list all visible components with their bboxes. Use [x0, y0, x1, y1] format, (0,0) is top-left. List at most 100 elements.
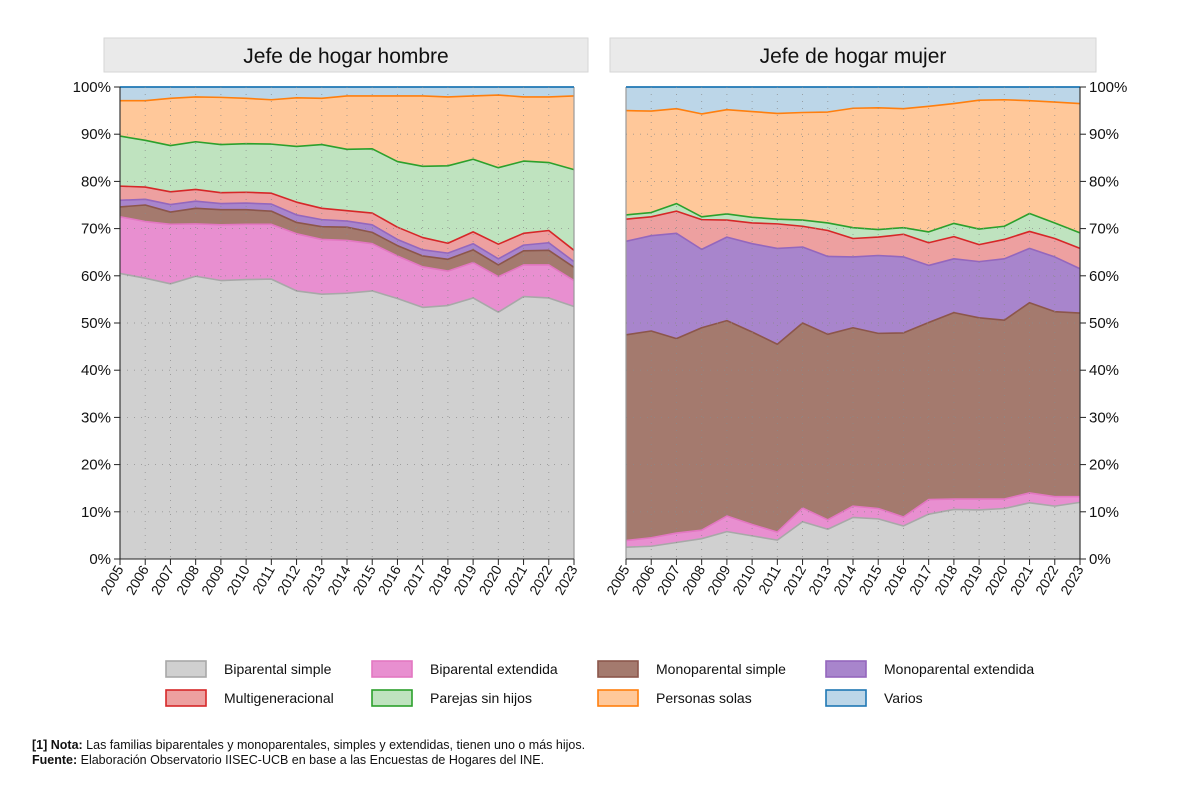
- x-tick-label: 2015: [855, 562, 885, 597]
- line-monoparental-simple: [625, 301, 1081, 346]
- line-monoparental-extendida: [119, 198, 575, 263]
- x-tick-label: 2017: [906, 562, 936, 597]
- line-multigeneracional: [625, 210, 1081, 250]
- legend-label-personas-solas: Personas solas: [656, 690, 752, 706]
- panel-1: Jefe de hogar hombre20052006200720082009…: [73, 37, 589, 597]
- legend-swatch-personas-solas: [597, 689, 639, 707]
- area-parejas-sin-hijos: [120, 136, 574, 251]
- x-tick-label: 2011: [249, 562, 278, 596]
- line-personas-solas: [120, 94, 575, 102]
- x-tick-label: 2014: [324, 562, 354, 597]
- legend-swatch-monoparental-extendida: [825, 660, 867, 678]
- y-tick-label: 100%: [1089, 79, 1127, 96]
- source-line: Fuente: Elaboración Observatorio IISEC-U…: [32, 753, 544, 767]
- legend: Biparental simple Biparental extendida Mon…: [165, 660, 1034, 707]
- x-tick-label: 2020: [475, 562, 505, 597]
- x-tick-label: 2013: [299, 562, 329, 597]
- source-text: Elaboración Observatorio IISEC-UCB en ba…: [77, 753, 545, 767]
- x-tick-label: 2017: [400, 562, 430, 597]
- source-label: Fuente:: [32, 753, 78, 767]
- x-tick-label: 2014: [830, 562, 860, 597]
- y-tick-label: 40%: [81, 362, 111, 379]
- legend-label-monoparental-simple: Monoparental simple: [656, 661, 786, 677]
- line-biparental-simple: [625, 501, 1081, 548]
- y-tick-label: 60%: [81, 268, 111, 285]
- chart-canvas: Jefe de hogar hombre20052006200720082009…: [73, 37, 1127, 707]
- y-tick-label: 50%: [81, 315, 111, 332]
- y-tick-label: 40%: [1089, 362, 1119, 379]
- x-tick-label: 2016: [881, 562, 911, 597]
- x-tick-label: 2006: [628, 562, 658, 597]
- x-tick-label: 2008: [679, 562, 709, 597]
- y-tick-label: 0%: [1089, 551, 1111, 568]
- x-tick-label: 2008: [173, 562, 203, 597]
- x-tick-label: 2012: [780, 562, 810, 597]
- y-tick-label: 30%: [1089, 409, 1119, 426]
- panel-title-box: [103, 37, 589, 73]
- line-parejas-sin-hijos: [119, 135, 575, 171]
- line-monoparental-extendida: [625, 232, 1081, 270]
- panel-title: Jefe de hogar hombre: [243, 45, 448, 68]
- note-text: Las familias biparentales y monoparental…: [82, 738, 586, 752]
- area-personas-solas: [120, 95, 574, 170]
- legend-swatch-biparental-extendida: [371, 660, 413, 678]
- legend-label-biparental-simple: Biparental simple: [224, 661, 332, 677]
- x-tick-label: 2021: [1007, 562, 1037, 597]
- area-varios: [626, 87, 1080, 114]
- x-tick-label: 2007: [654, 562, 684, 597]
- panel-title-box: [609, 37, 1097, 73]
- y-tick-label: 0%: [89, 551, 111, 568]
- y-tick-label: 60%: [1089, 268, 1119, 285]
- y-tick-label: 90%: [1089, 126, 1119, 143]
- x-tick-label: 2016: [375, 562, 405, 597]
- x-tick-label: 2023: [1057, 562, 1087, 597]
- area-monoparental-extendida: [120, 199, 574, 268]
- x-tick-label: 2015: [349, 562, 379, 597]
- y-tick-label: 30%: [81, 409, 111, 426]
- x-tick-label: 2022: [526, 562, 556, 597]
- x-tick-label: 2010: [729, 562, 759, 597]
- legend-label-multigeneracional: Multigeneracional: [224, 690, 334, 706]
- x-tick-label: 2019: [956, 562, 986, 597]
- area-personas-solas: [626, 99, 1080, 233]
- legend-label-biparental-extendida: Biparental extendida: [430, 661, 558, 677]
- x-tick-label: 2011: [755, 562, 784, 596]
- x-tick-label: 2023: [551, 562, 581, 597]
- line-biparental-extendida: [625, 492, 1080, 542]
- area-multigeneracional: [626, 211, 1080, 269]
- legend-swatch-varios: [825, 689, 867, 707]
- legend-label-monoparental-extendida: Monoparental extendida: [884, 661, 1034, 677]
- x-tick-label: 2020: [981, 562, 1011, 597]
- area-monoparental-simple: [626, 302, 1080, 541]
- legend-label-parejas-sin-hijos: Parejas sin hijos: [430, 690, 532, 706]
- panel-2: Jefe de hogar mujer200520062007200820092…: [603, 37, 1127, 597]
- line-multigeneracional: [119, 185, 575, 251]
- legend-swatch-monoparental-simple: [597, 660, 639, 678]
- area-biparental-extendida: [120, 216, 574, 313]
- x-tick-label: 2022: [1032, 562, 1062, 597]
- y-tick-label: 80%: [1089, 173, 1119, 190]
- y-tick-label: 80%: [81, 173, 111, 190]
- x-tick-label: 2021: [501, 562, 531, 597]
- x-tick-label: 2006: [122, 562, 152, 597]
- area-parejas-sin-hijos: [626, 203, 1080, 249]
- legend-swatch-parejas-sin-hijos: [371, 689, 413, 707]
- panel-title: Jefe de hogar mujer: [760, 45, 947, 68]
- x-tick-label: 2009: [198, 562, 228, 597]
- legend-label-varios: Varios: [884, 690, 923, 706]
- y-tick-label: 90%: [81, 126, 111, 143]
- area-multigeneracional: [120, 186, 574, 262]
- x-tick-label: 2018: [425, 562, 455, 597]
- note-line: [1] Nota: Las familias biparentales y mo…: [32, 738, 585, 752]
- note-label: [1] Nota:: [32, 738, 83, 752]
- x-tick-label: 2018: [931, 562, 961, 597]
- x-tick-label: 2009: [704, 562, 734, 597]
- y-tick-label: 50%: [1089, 315, 1119, 332]
- x-tick-label: 2005: [603, 562, 633, 597]
- area-biparental-simple: [626, 502, 1080, 559]
- y-tick-label: 100%: [73, 79, 111, 96]
- x-tick-label: 2007: [148, 562, 178, 597]
- x-tick-label: 2010: [223, 562, 253, 597]
- area-monoparental-extendida: [626, 233, 1080, 345]
